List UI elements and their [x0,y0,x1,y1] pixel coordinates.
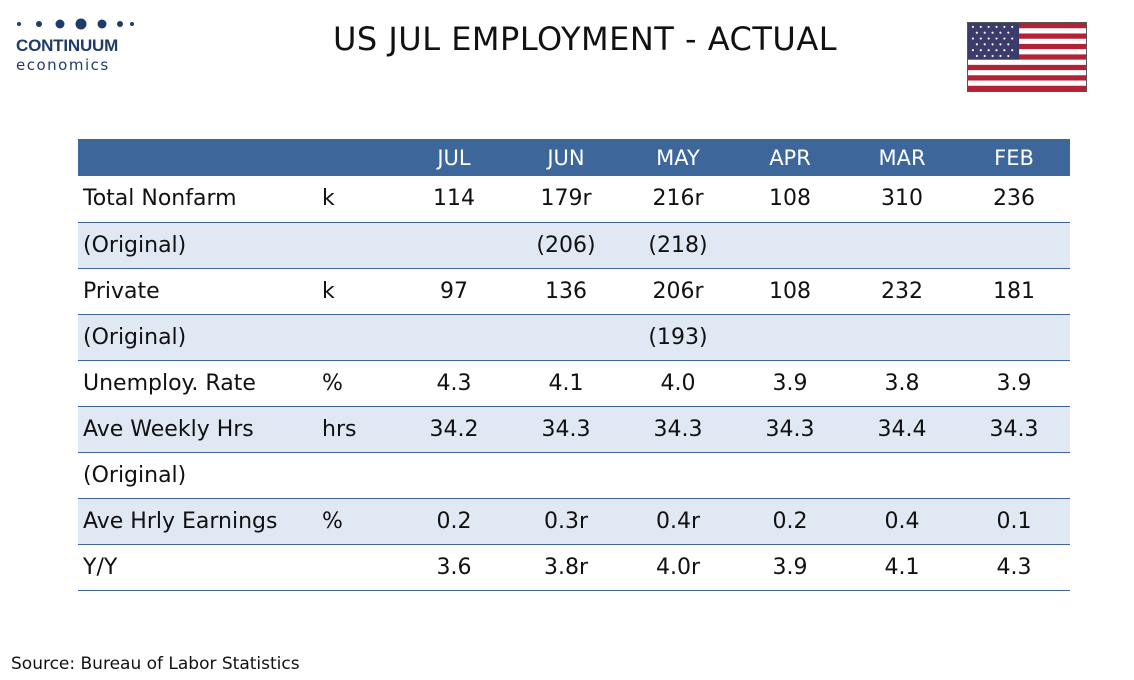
table-cell: 4.1 [548,370,584,396]
table-cell [958,314,1070,360]
employment-table: JUL JUN MAY APR MAR FEB Total Nonfarm k … [78,139,1070,591]
column-header: MAY [656,145,700,170]
row-unit [318,544,398,590]
table-cell: (193) [648,324,708,350]
table-cell: 0.2 [772,508,808,534]
table-cell: 3.6 [436,554,472,580]
table-cell: 0.3r [543,508,589,534]
table-cell: 232 [881,278,923,304]
table-cell: 179r [540,186,592,212]
table-row: (Original) (193) [78,314,1070,360]
table-cell [510,452,622,498]
row-label: Ave Weekly Hrs [83,416,254,442]
row-label: (Original) [83,324,187,350]
table-cell [622,452,734,498]
table-cell: 181 [993,278,1035,304]
table-cell: 97 [440,278,468,304]
table-cell [958,452,1070,498]
row-label: Ave Hrly Earnings [83,508,278,534]
table-cell [398,222,510,268]
column-header: FEB [994,145,1034,170]
column-header: APR [769,145,811,170]
table-cell [846,452,958,498]
table-cell [734,314,846,360]
table-cell: 0.2 [436,508,472,534]
table-cell [734,222,846,268]
table-cell: 206r [652,278,704,304]
table-cell [734,452,846,498]
table-cell [398,314,510,360]
column-header: MAR [878,145,926,170]
logo-name: CONTINUUM [16,36,119,55]
table-cell: 4.0r [655,554,701,580]
continuum-logo: CONTINUUM economics [16,16,136,76]
page-title: US JUL EMPLOYMENT - ACTUAL [332,20,838,58]
table-cell: 108 [769,186,811,212]
column-header: JUL [437,145,471,170]
table-cell: 3.9 [772,370,808,396]
table-cell: 4.3 [996,554,1032,580]
table-cell: 34.4 [877,416,927,442]
table-row: (Original) [78,452,1070,498]
column-header: JUN [547,145,585,170]
table-header-row: JUL JUN MAY APR MAR FEB [78,139,1070,176]
table-row: Unemploy. Rate % 4.3 4.1 4.0 3.9 3.8 3.9 [78,360,1070,406]
table-cell: 34.3 [541,416,591,442]
table-cell: 34.3 [765,416,815,442]
table-cell: 0.1 [996,508,1032,534]
table-cell: 4.0 [660,370,696,396]
table-row: Y/Y 3.6 3.8r 4.0r 3.9 4.1 4.3 [78,544,1070,590]
row-unit [318,222,398,268]
table-cell: 3.9 [996,370,1032,396]
row-unit [318,314,398,360]
table-cell [958,222,1070,268]
table-row: Private k 97 136 206r 108 232 181 [78,268,1070,314]
row-label: (Original) [83,462,187,488]
logo-subtitle: economics [16,56,110,74]
table-cell: 3.9 [772,554,808,580]
table-cell: 310 [881,186,923,212]
table-cell: 236 [993,186,1035,212]
table-cell: 114 [433,186,475,212]
table-cell: 4.1 [884,554,920,580]
source-note: Source: Bureau of Labor Statistics [11,654,300,674]
row-unit: k [322,186,335,212]
header-label-blank [78,139,318,176]
table-row: Ave Hrly Earnings % 0.2 0.3r 0.4r 0.2 0.… [78,498,1070,544]
table-cell [398,452,510,498]
table-cell: (218) [648,232,708,258]
table-cell: (206) [536,232,596,258]
row-unit: hrs [322,416,357,442]
row-label: Private [83,278,160,304]
table-cell: 4.3 [436,370,472,396]
table-cell: 108 [769,278,811,304]
row-unit [318,452,398,498]
table-cell: 3.8 [884,370,920,396]
table-cell: 34.2 [429,416,479,442]
logo-dots-icon [17,18,134,30]
table-row: (Original) (206) (218) [78,222,1070,268]
row-label: (Original) [83,232,187,258]
row-label: Unemploy. Rate [83,370,256,396]
row-label: Total Nonfarm [83,186,237,212]
table-row: Total Nonfarm k 114 179r 216r 108 310 23… [78,176,1070,222]
table-cell [846,222,958,268]
table-cell: 34.3 [989,416,1039,442]
header-unit-blank [318,139,398,176]
table-cell: 136 [545,278,587,304]
table-cell: 0.4r [655,508,701,534]
table-cell: 34.3 [653,416,703,442]
table-row: Ave Weekly Hrs hrs 34.2 34.3 34.3 34.3 3… [78,406,1070,452]
row-label: Y/Y [83,554,118,580]
row-unit: k [322,278,335,304]
table-cell: 3.8r [543,554,589,580]
row-unit: % [322,508,343,534]
table-cell: 0.4 [884,508,920,534]
us-flag-icon [967,22,1087,92]
table-cell [846,314,958,360]
row-unit: % [322,370,343,396]
table-cell [510,314,622,360]
table-cell: 216r [652,186,704,212]
